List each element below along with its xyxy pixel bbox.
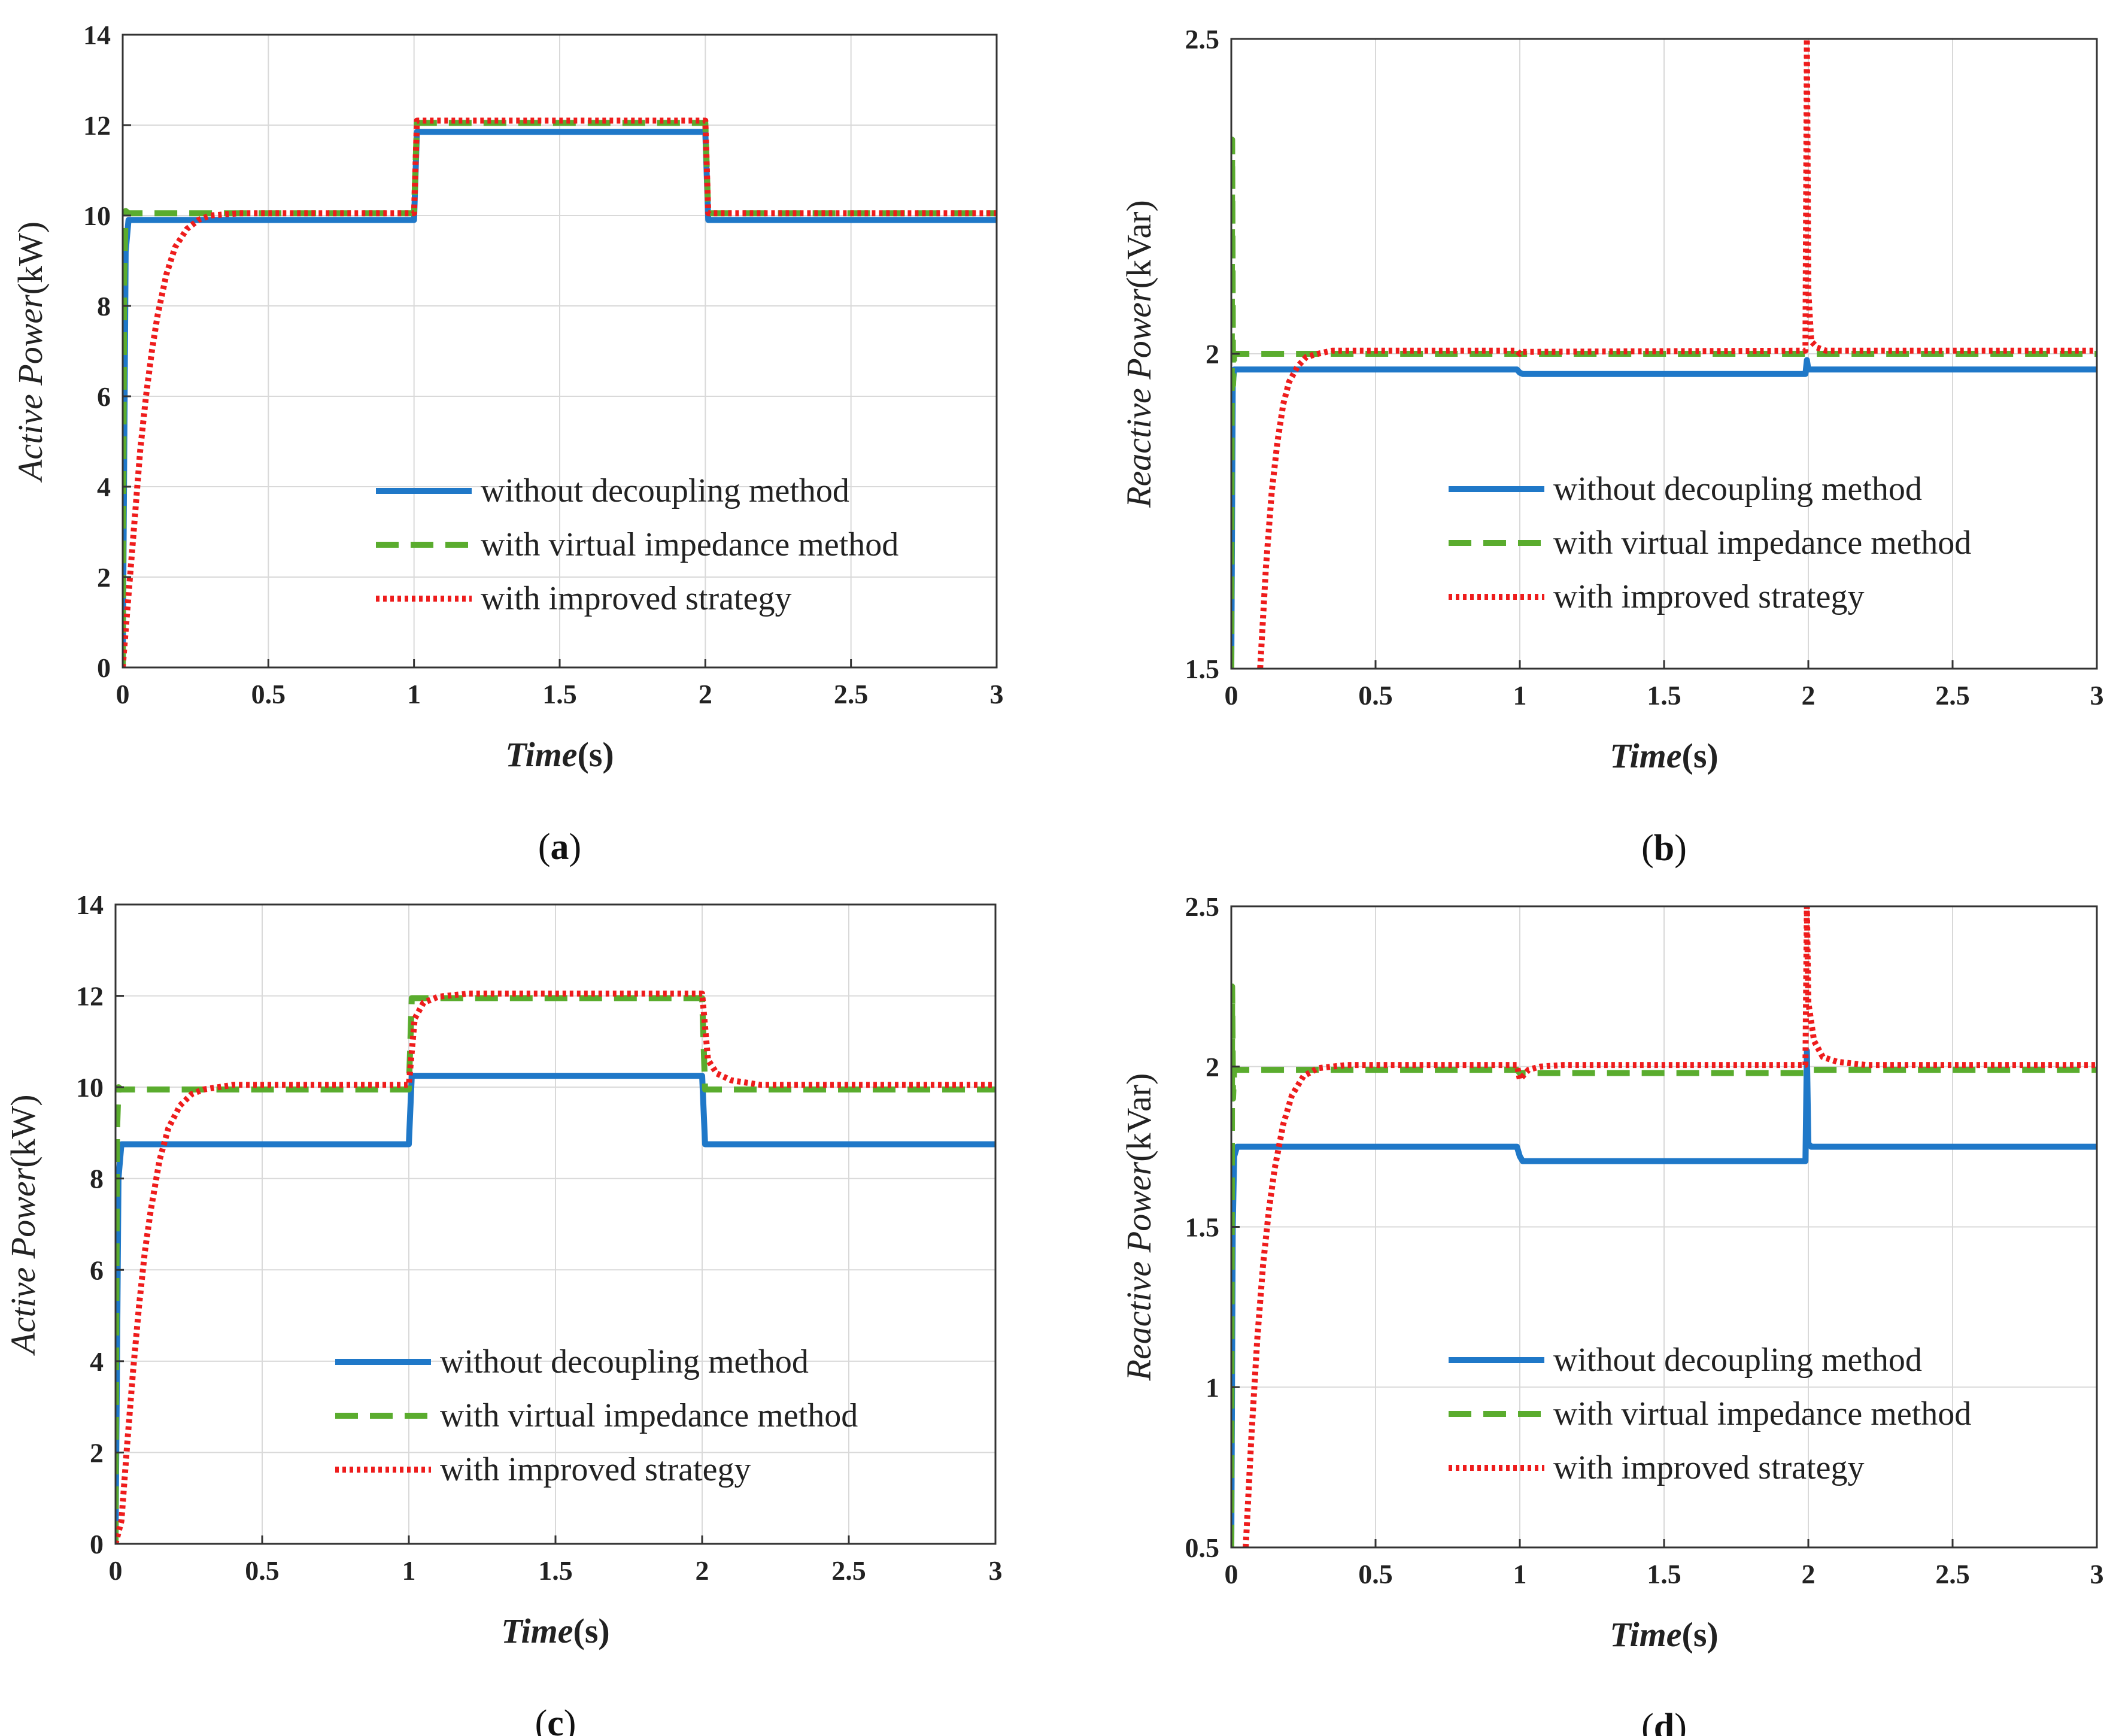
x-tick-label: 0.5 xyxy=(1358,1559,1393,1589)
y-tick-label: 2.5 xyxy=(1185,24,1220,54)
x-tick-label: 2 xyxy=(696,1555,709,1586)
x-tick-label: 0.5 xyxy=(245,1555,280,1586)
y-tick-label: 0 xyxy=(90,1529,104,1559)
y-tick-label: 12 xyxy=(76,981,104,1012)
legend-label: with virtual impedance method xyxy=(481,526,898,563)
y-tick-label: 6 xyxy=(90,1255,104,1285)
panel-label: (a) xyxy=(538,827,581,867)
legend-label: without decoupling method xyxy=(1553,1342,1922,1379)
panel-label: (d) xyxy=(1641,1707,1687,1736)
legend: without decoupling method with virtual im… xyxy=(1449,1342,1971,1486)
x-tick-label: 2.5 xyxy=(834,679,869,709)
x-axis-label: Time(s) xyxy=(1610,736,1718,775)
series-line-3 xyxy=(123,117,997,667)
y-tick-label: 8 xyxy=(97,291,111,321)
x-tick-label: 1.5 xyxy=(542,679,577,709)
x-tick-label: 2 xyxy=(1802,680,1816,711)
y-tick-label: 1.5 xyxy=(1185,1212,1220,1243)
x-tick-label: 2 xyxy=(1802,1559,1816,1589)
legend: without decoupling method with virtual im… xyxy=(376,472,898,617)
y-tick-label: 10 xyxy=(83,201,111,231)
x-tick-label: 1 xyxy=(1513,1559,1527,1589)
x-axis-label: Time(s) xyxy=(505,735,614,774)
x-tick-label: 3 xyxy=(2090,680,2104,711)
x-axis-label: Time(s) xyxy=(1610,1615,1718,1654)
legend-label: without decoupling method xyxy=(440,1343,809,1380)
x-tick-label: 0 xyxy=(1225,1559,1238,1589)
legend-label: with virtual impedance method xyxy=(440,1397,858,1434)
y-tick-label: 14 xyxy=(76,890,104,920)
x-tick-label: 3 xyxy=(990,679,1004,709)
legend-label: with improved strategy xyxy=(481,580,791,617)
chart-a: 0 0.5 1 1.5 2 2.5 3 0 2 4 6 8 10 12 14 Time(s) Active Po… xyxy=(11,20,1004,867)
y-tick-label: 2 xyxy=(1206,339,1219,369)
y-tick-label: 1 xyxy=(1206,1372,1219,1403)
legend-label: without decoupling method xyxy=(1553,471,1922,508)
x-tick-label: 0.5 xyxy=(251,679,286,709)
chart-c: 0 0.5 1 1.5 2 2.5 3 0 2 4 6 8 10 12 14 Time(s) Active Po… xyxy=(4,890,1003,1736)
chart-b: 0 0.5 1 1.5 2 2.5 3 1.5 2 2.5 Time(s) Reactive Powe… xyxy=(1119,24,2104,869)
x-tick-label: 2.5 xyxy=(1935,680,1970,711)
x-axis-label: Time(s) xyxy=(501,1611,609,1650)
y-tick-label: 4 xyxy=(90,1346,104,1377)
y-tick-label: 2 xyxy=(1206,1052,1219,1082)
legend-label: without decoupling method xyxy=(481,472,849,509)
x-tick-label: 1 xyxy=(402,1555,416,1586)
y-tick-label: 14 xyxy=(83,20,111,50)
x-tick-label: 1 xyxy=(407,679,421,709)
x-tick-label: 0.5 xyxy=(1358,680,1393,711)
series-line-1 xyxy=(1231,1048,2097,1547)
y-tick-label: 2 xyxy=(90,1437,104,1468)
series-group xyxy=(123,117,997,667)
y-tick-label: 0.5 xyxy=(1185,1532,1220,1563)
y-tick-label: 2.5 xyxy=(1185,891,1220,922)
x-tick-label: 1.5 xyxy=(1647,680,1681,711)
legend-label: with virtual impedance method xyxy=(1553,1395,1971,1432)
x-tick-label: 0 xyxy=(116,679,130,709)
chart-d: 0 0.5 1 1.5 2 2.5 30.511.522.5Time(s)Reactive … xyxy=(1119,891,2104,1736)
series-line-2 xyxy=(1231,136,2097,669)
x-tick-label: 2 xyxy=(699,679,712,709)
y-axis-label: Reactive Power(kVar) xyxy=(1119,200,1158,508)
x-tick-label: 1 xyxy=(1513,680,1527,711)
x-tick-label: 0 xyxy=(109,1555,123,1586)
panel-label: (b) xyxy=(1641,828,1687,869)
legend-label: with improved strategy xyxy=(1553,1449,1864,1486)
legend: without decoupling method with virtual im… xyxy=(335,1343,858,1488)
y-tick-label: 4 xyxy=(97,472,111,502)
series-group xyxy=(1231,906,2097,1547)
y-tick-label: 1.5 xyxy=(1185,654,1220,684)
y-axis-label: Reactive Power(kVar) xyxy=(1119,1073,1158,1382)
legend-label: with virtual impedance method xyxy=(1553,524,1971,562)
y-tick-label: 12 xyxy=(83,110,111,141)
y-tick-label: 10 xyxy=(76,1072,104,1103)
panel-label: (c) xyxy=(535,1703,576,1736)
x-tick-label: 0 xyxy=(1225,680,1238,711)
y-tick-label: 2 xyxy=(97,562,111,593)
x-tick-label: 3 xyxy=(2090,1559,2104,1589)
series-group xyxy=(1231,39,2097,669)
x-tick-label: 2.5 xyxy=(831,1555,866,1586)
legend: without decoupling method with virtual im… xyxy=(1449,471,1971,615)
series-line-1 xyxy=(116,1073,995,1544)
x-tick-label: 3 xyxy=(989,1555,1003,1586)
y-tick-label: 6 xyxy=(97,381,111,412)
series-line-3 xyxy=(116,990,995,1544)
x-tick-label: 2.5 xyxy=(1935,1559,1970,1589)
y-tick-label: 0 xyxy=(97,652,111,683)
series-line-3 xyxy=(1257,39,2097,669)
legend-label: with improved strategy xyxy=(1553,578,1864,615)
series-group xyxy=(116,990,995,1544)
legend-label: with improved strategy xyxy=(440,1451,751,1488)
y-tick-label: 8 xyxy=(90,1164,104,1194)
x-tick-label: 1.5 xyxy=(538,1555,573,1586)
y-axis-label: Active Power(kW) xyxy=(11,221,50,483)
y-axis-label: Active Power(kW) xyxy=(4,1094,42,1356)
x-tick-label: 1.5 xyxy=(1647,1559,1681,1589)
